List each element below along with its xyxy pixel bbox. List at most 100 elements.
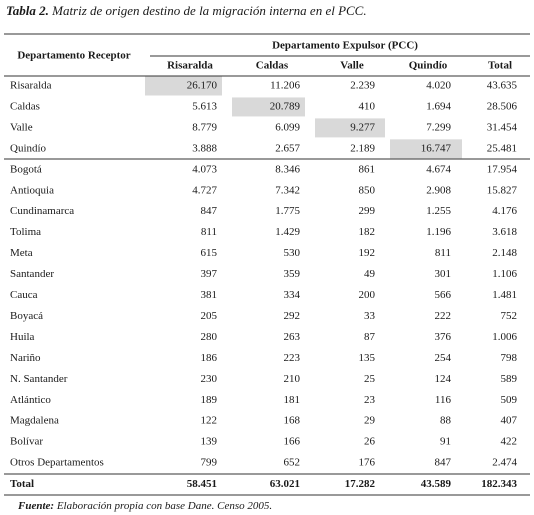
cell: 223 — [284, 352, 301, 364]
cell: 88 — [440, 415, 452, 427]
cell: 2.474 — [492, 457, 517, 469]
cell: 23 — [364, 394, 376, 406]
cell: 1.106 — [492, 268, 517, 280]
cell-highlight — [315, 118, 385, 138]
cell: 230 — [201, 373, 218, 385]
cell: 29 — [364, 415, 376, 427]
cell: 850 — [359, 184, 376, 196]
cell: 166 — [284, 436, 301, 448]
row-label: Nariño — [10, 352, 41, 364]
cell: 26.170 — [187, 80, 218, 92]
cell-highlight — [232, 97, 305, 117]
cell: 2.189 — [350, 142, 375, 154]
cell: 1.006 — [492, 331, 517, 343]
cell: 2.239 — [350, 80, 375, 92]
cell: 4.073 — [192, 163, 217, 175]
cell: 652 — [284, 457, 301, 469]
cell: 182.343 — [481, 478, 517, 490]
cell: 168 — [284, 415, 301, 427]
row-label: Santander — [10, 268, 54, 280]
cell: 752 — [501, 310, 518, 322]
cell: 1.429 — [275, 226, 300, 238]
cell: 4.727 — [192, 184, 217, 196]
cell: 3.618 — [492, 226, 517, 238]
footnote-text: Elaboración propia con base Dane. Censo … — [56, 500, 272, 512]
cell: 2.148 — [492, 247, 517, 259]
cell: 116 — [435, 394, 452, 406]
cell: 397 — [201, 268, 218, 280]
cell: 176 — [359, 457, 376, 469]
cell: 200 — [359, 289, 376, 301]
row-label: Tolima — [10, 226, 41, 238]
cell: 210 — [284, 373, 301, 385]
cell: 33 — [364, 310, 376, 322]
cell: 811 — [201, 226, 217, 238]
cell: 186 — [201, 352, 218, 364]
cell: 91 — [440, 436, 451, 448]
cell: 122 — [201, 415, 218, 427]
footnote-label: Fuente: — [17, 500, 54, 512]
cell: 192 — [359, 247, 376, 259]
table-title: Tabla 2. Matriz de origen destino de la … — [6, 3, 367, 18]
cell: 1.196 — [426, 226, 451, 238]
row-label: N. Santander — [10, 373, 68, 385]
column-header: Total — [488, 60, 512, 72]
group-header: Departamento Expulsor (PCC) — [272, 40, 418, 52]
cell: 4.020 — [426, 80, 451, 92]
cell: 2.657 — [275, 142, 300, 154]
cell: 509 — [501, 394, 518, 406]
cell: 189 — [201, 394, 218, 406]
cell: 25.481 — [487, 142, 517, 154]
cell: 17.954 — [487, 163, 518, 175]
row-label: Caldas — [10, 100, 40, 112]
cell: 124 — [435, 373, 452, 385]
column-header: Quindío — [409, 60, 448, 72]
row-label: Total — [10, 478, 34, 490]
cell: 1.481 — [492, 289, 517, 301]
cell: 6.099 — [275, 121, 300, 133]
cell: 798 — [501, 352, 518, 364]
cell: 615 — [201, 247, 218, 259]
row-label: Magdalena — [10, 415, 59, 427]
row-label: Valle — [10, 121, 33, 133]
cell: 15.827 — [487, 184, 518, 196]
cell: 7.342 — [275, 184, 300, 196]
title-label: Tabla 2. — [6, 3, 49, 18]
cell: 222 — [435, 310, 452, 322]
cell: 299 — [359, 205, 376, 217]
column-header: Valle — [340, 60, 364, 72]
cell: 63.021 — [270, 478, 300, 490]
row-label: Boyacá — [10, 310, 43, 322]
cell: 43.589 — [421, 478, 452, 490]
cell: 589 — [501, 373, 518, 385]
cell: 301 — [435, 268, 452, 280]
cell: 410 — [359, 100, 376, 112]
cell: 135 — [359, 352, 376, 364]
cell: 49 — [364, 268, 376, 280]
cell: 292 — [284, 310, 301, 322]
highlights — [145, 76, 462, 159]
cell: 20.789 — [270, 100, 301, 112]
cell: 25 — [364, 373, 376, 385]
row-label: Quindío — [10, 142, 47, 154]
cell: 254 — [435, 352, 452, 364]
row-label: Otros Departamentos — [10, 457, 104, 469]
cell-highlight — [145, 76, 222, 96]
row-label: Cauca — [10, 289, 38, 301]
row-label: Huila — [10, 331, 35, 343]
row-header: Departamento Receptor — [17, 50, 130, 62]
cell: 1.775 — [275, 205, 300, 217]
cell: 1.255 — [426, 205, 451, 217]
cell: 861 — [359, 163, 376, 175]
cell: 422 — [501, 436, 518, 448]
cell: 8.779 — [192, 121, 217, 133]
cell: 26 — [364, 436, 376, 448]
cell: 407 — [501, 415, 518, 427]
cell: 2.908 — [426, 184, 451, 196]
cell: 280 — [201, 331, 218, 343]
cell: 87 — [364, 331, 376, 343]
cell: 566 — [435, 289, 452, 301]
row-label: Atlántico — [10, 394, 51, 406]
row-label: Antioquia — [10, 184, 54, 196]
